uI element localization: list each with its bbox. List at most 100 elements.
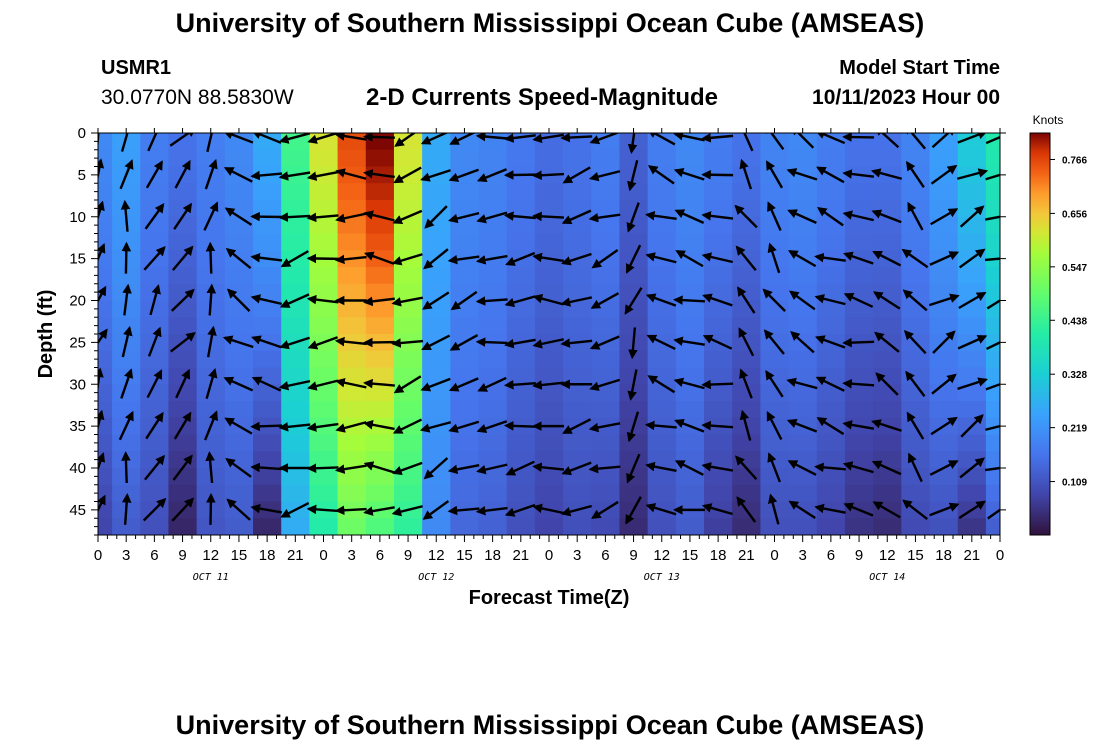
heat-cell — [844, 518, 874, 535]
y-tick-label: 5 — [78, 167, 86, 184]
heat-cell — [929, 350, 959, 369]
heat-cell — [506, 484, 536, 503]
heat-cell — [563, 149, 592, 168]
heat-cell — [506, 451, 536, 469]
current-vector — [391, 505, 423, 517]
heat-cell — [619, 183, 649, 201]
heat-cell — [422, 434, 451, 452]
heat-cell — [140, 518, 170, 535]
heat-cell — [704, 350, 733, 369]
x-tick-label: 15 — [231, 547, 248, 564]
current-vector — [985, 135, 1000, 145]
x-tick-label: 15 — [682, 547, 699, 564]
heat-cell — [704, 367, 733, 385]
heat-cell — [929, 216, 959, 235]
heat-cell — [647, 484, 677, 503]
current-vector — [449, 334, 479, 351]
current-vector — [765, 370, 784, 398]
heat-cell — [393, 200, 423, 218]
heat-cell — [534, 183, 564, 201]
heat-cell — [112, 384, 141, 402]
heat-cell — [816, 317, 846, 335]
current-vector — [504, 133, 536, 143]
current-vector — [363, 169, 395, 179]
heat-cell — [337, 484, 367, 503]
current-vector — [147, 133, 158, 152]
current-vector — [646, 334, 676, 351]
current-vector — [842, 337, 875, 348]
heat-cell — [675, 149, 705, 168]
current-vector — [743, 133, 754, 152]
current-vector — [626, 453, 641, 484]
heat-cell — [929, 133, 959, 151]
heat-cell — [563, 317, 592, 335]
current-vector — [224, 417, 253, 435]
heat-cell — [393, 367, 423, 385]
heat-cell — [309, 216, 339, 235]
current-vector — [223, 166, 253, 183]
heat-cell — [647, 216, 677, 235]
heat-cell — [619, 267, 649, 285]
heat-cell — [619, 484, 649, 503]
heat-cell — [534, 216, 564, 235]
heat-cell — [196, 149, 226, 168]
heat-cell — [675, 484, 705, 503]
heat-cell — [506, 350, 536, 369]
heat-cell — [844, 317, 874, 335]
heat-cell — [450, 451, 480, 469]
heat-cell — [844, 401, 874, 419]
current-vector — [626, 202, 640, 233]
heat-cell — [873, 384, 902, 402]
current-vector — [816, 166, 845, 184]
current-vector — [842, 133, 875, 142]
heat-cell — [760, 267, 790, 285]
current-vector — [144, 203, 165, 230]
current-vector — [786, 168, 818, 181]
heat-cell — [901, 468, 931, 486]
current-vector — [767, 452, 781, 483]
x-tick-label: 6 — [150, 547, 158, 564]
current-vector — [560, 504, 592, 517]
heat-cell — [112, 267, 141, 285]
heat-cell — [704, 434, 733, 452]
heat-cell — [675, 200, 705, 218]
heat-cell — [957, 518, 987, 535]
heat-cell — [844, 149, 874, 168]
speed-heatmap — [98, 133, 1000, 535]
heat-cell — [985, 149, 1000, 168]
current-vector — [145, 411, 164, 440]
current-vector — [646, 133, 676, 146]
heat-cell — [140, 350, 170, 369]
heat-cell — [985, 518, 1000, 535]
heat-cell — [196, 216, 226, 235]
heat-cell — [675, 384, 705, 402]
current-vector — [701, 379, 734, 390]
heat-cell — [534, 300, 564, 318]
heat-cell — [224, 233, 254, 251]
heat-cell — [253, 384, 282, 402]
x-tick-label: 9 — [855, 547, 863, 564]
heat-cell — [98, 501, 113, 519]
heat-cell — [281, 183, 311, 201]
current-vector — [702, 334, 733, 350]
heat-cell — [675, 267, 705, 285]
heat-cell — [985, 216, 1000, 235]
heat-cell — [422, 149, 451, 168]
heat-cell — [788, 200, 818, 218]
heat-cell — [281, 283, 311, 302]
heat-cell — [788, 451, 818, 469]
current-vector — [98, 158, 105, 182]
current-vector — [250, 503, 283, 514]
heat-cell — [957, 434, 987, 452]
y-tick-label: 40 — [69, 460, 86, 477]
current-vector — [625, 496, 642, 525]
heat-cell — [929, 200, 959, 218]
current-vector — [644, 210, 677, 221]
current-vector — [986, 299, 1000, 310]
current-vector — [957, 377, 988, 391]
heat-cell — [591, 367, 621, 385]
heat-cell — [534, 317, 564, 335]
heat-cell — [563, 233, 592, 251]
heat-cell — [309, 267, 339, 285]
heat-cell — [196, 434, 226, 452]
